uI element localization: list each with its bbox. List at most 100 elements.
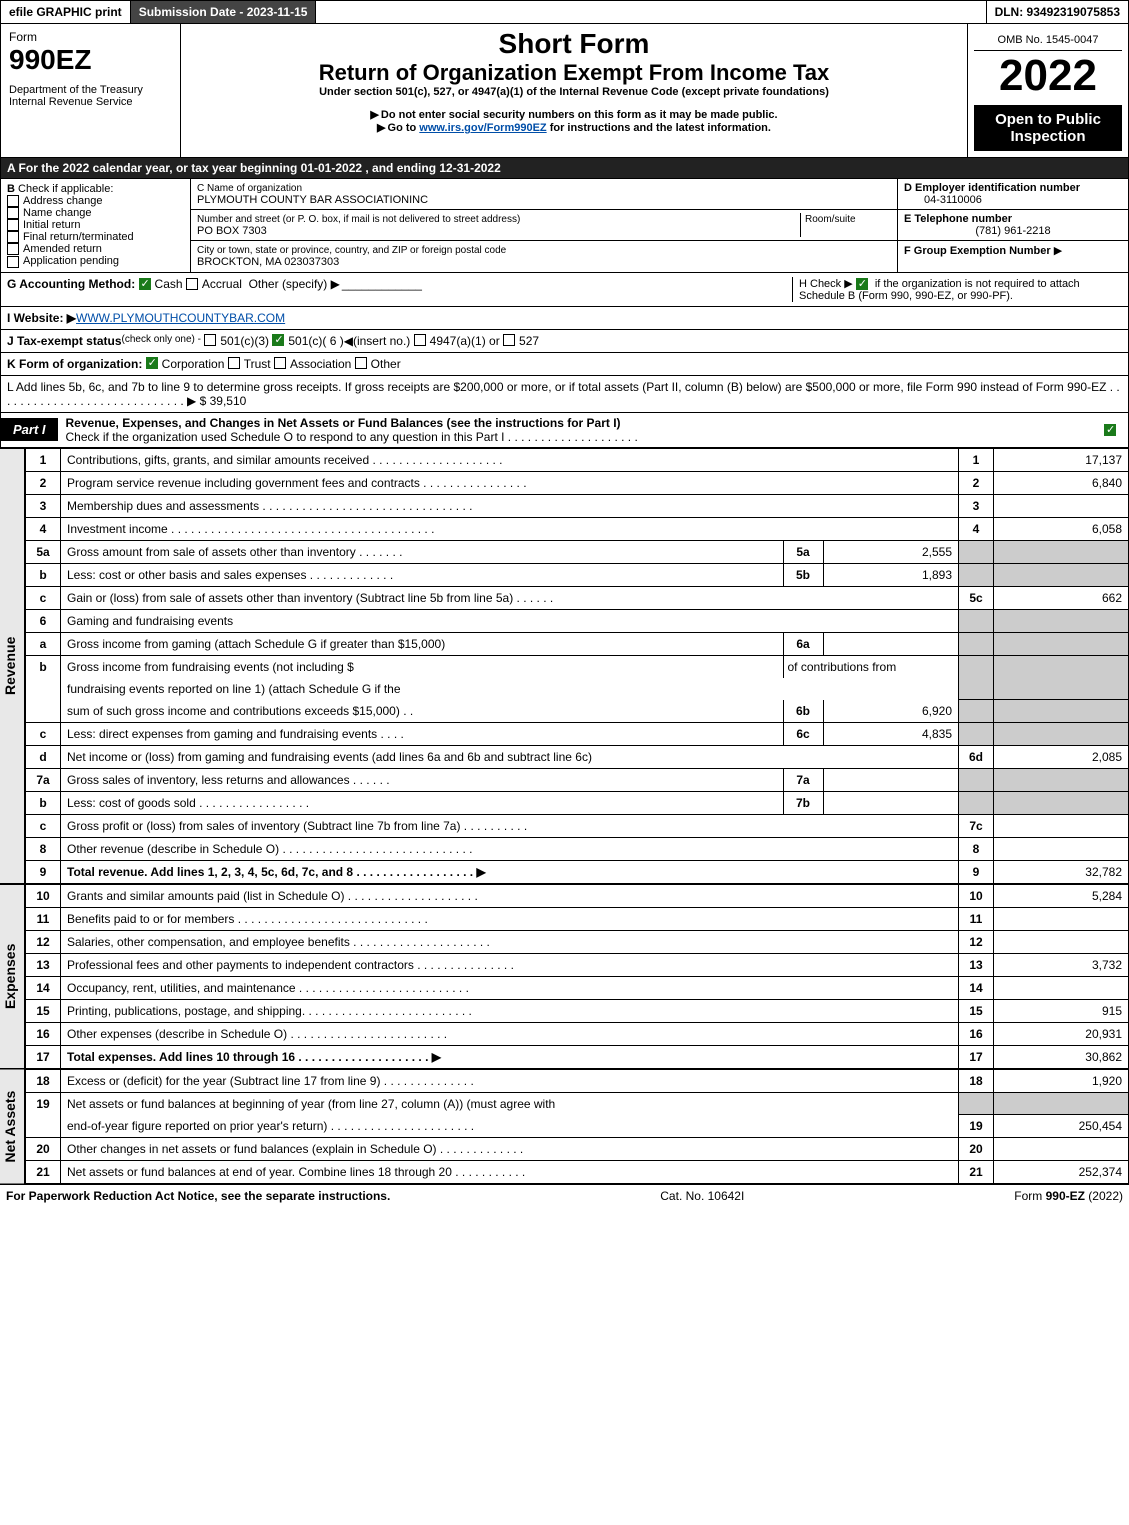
checkbox-final-return[interactable] (7, 231, 19, 243)
section-h-label: H Check ▶ (799, 278, 853, 290)
line-6b-value: 6,920 (823, 700, 958, 722)
checkbox-501c[interactable] (272, 334, 284, 346)
table-row: 2Program service revenue including gover… (26, 471, 1129, 494)
expenses-side-label: Expenses (0, 884, 25, 1069)
line-4-text: Investment income . . . . . . . . . . . … (61, 517, 959, 540)
line-19-text1: Net assets or fund balances at beginning… (61, 1092, 959, 1115)
table-row: 17Total expenses. Add lines 10 through 1… (26, 1045, 1129, 1068)
checkbox-corporation[interactable] (146, 357, 158, 369)
part-i-check-line: Check if the organization used Schedule … (66, 430, 638, 444)
line-21-text: Net assets or fund balances at end of ye… (61, 1161, 959, 1184)
checkbox-cash[interactable] (139, 278, 151, 290)
line-19-value: 250,454 (994, 1115, 1129, 1138)
checkbox-initial-return[interactable] (7, 219, 19, 231)
checkbox-association[interactable] (274, 357, 286, 369)
city-label: City or town, state or province, country… (197, 245, 506, 256)
line-5c-value: 662 (994, 586, 1129, 609)
checkbox-527[interactable] (503, 334, 515, 346)
street-label: Number and street (or P. O. box, if mail… (197, 214, 520, 225)
table-row: cGross profit or (loss) from sales of in… (26, 814, 1129, 837)
line-16-text: Other expenses (describe in Schedule O) … (61, 1022, 959, 1045)
table-row: 5aGross amount from sale of assets other… (26, 540, 1129, 563)
section-a-tax-year: A For the 2022 calendar year, or tax yea… (0, 158, 1129, 179)
table-row: 14Occupancy, rent, utilities, and mainte… (26, 976, 1129, 999)
irs-link[interactable]: www.irs.gov/Form990EZ (419, 122, 546, 134)
table-row: 13Professional fees and other payments t… (26, 953, 1129, 976)
dln-label: DLN: 93492319075853 (986, 1, 1128, 23)
line-14-text: Occupancy, rent, utilities, and maintena… (61, 976, 959, 999)
checkbox-address-change[interactable] (7, 195, 19, 207)
form-of-org-label: K Form of organization: (7, 357, 142, 371)
line-3-text: Membership dues and assessments . . . . … (61, 494, 959, 517)
checkbox-schedule-o[interactable] (1104, 424, 1116, 436)
table-row: b Gross income from fundraising events (… (26, 655, 1129, 678)
checkbox-other-org[interactable] (355, 357, 367, 369)
line-11-value (994, 907, 1129, 930)
line-9-value: 32,782 (994, 860, 1129, 883)
footer-paperwork-notice: For Paperwork Reduction Act Notice, see … (6, 1189, 390, 1203)
checkbox-application-pending[interactable] (7, 256, 19, 268)
return-title: Return of Organization Exempt From Incom… (185, 60, 963, 86)
line-20-text: Other changes in net assets or fund bala… (61, 1138, 959, 1161)
line-15-text: Printing, publications, postage, and shi… (61, 999, 959, 1022)
table-row: 6Gaming and fundraising events (26, 609, 1129, 632)
line-15-value: 915 (994, 999, 1129, 1022)
part-i-header: Part I Revenue, Expenses, and Changes in… (0, 413, 1129, 448)
netassets-table: 18Excess or (deficit) for the year (Subt… (25, 1069, 1129, 1185)
footer-cat-no: Cat. No. 10642I (660, 1189, 744, 1203)
table-row: 10Grants and similar amounts paid (list … (26, 884, 1129, 907)
short-form-title: Short Form (185, 28, 963, 60)
submission-date-label: Submission Date - 2023-11-15 (131, 1, 317, 23)
checkbox-501c3[interactable] (204, 334, 216, 346)
street-address: PO BOX 7303 (197, 225, 267, 237)
line-6a-value (823, 633, 958, 655)
line-4-value: 6,058 (994, 517, 1129, 540)
checkbox-amended-return[interactable] (7, 243, 19, 255)
sections-b-through-f: B Check if applicable: Address change Na… (0, 179, 1129, 273)
checkbox-name-change[interactable] (7, 207, 19, 219)
line-7b-text: Less: cost of goods sold . . . . . . . .… (61, 792, 783, 814)
table-row: 4Investment income . . . . . . . . . . .… (26, 517, 1129, 540)
table-row: 7aGross sales of inventory, less returns… (26, 768, 1129, 791)
line-8-value (994, 837, 1129, 860)
section-l: L Add lines 5b, 6c, and 7b to line 9 to … (0, 376, 1129, 413)
line-17-value: 30,862 (994, 1045, 1129, 1068)
part-i-label: Part I (1, 418, 58, 441)
table-row: 3Membership dues and assessments . . . .… (26, 494, 1129, 517)
telephone-value: (781) 961-2218 (904, 225, 1122, 237)
efile-print-label: efile GRAPHIC print (1, 1, 131, 23)
line-6b-text2: fundraising events reported on line 1) (… (61, 678, 959, 700)
line-5c-text: Gain or (loss) from sale of assets other… (61, 586, 959, 609)
line-1-text: Contributions, gifts, grants, and simila… (61, 448, 959, 471)
website-link[interactable]: WWW.PLYMOUTHCOUNTYBAR.COM (76, 311, 285, 325)
header-note-ssn: Do not enter social security numbers on … (185, 108, 963, 121)
line-16-value: 20,931 (994, 1022, 1129, 1045)
line-13-text: Professional fees and other payments to … (61, 953, 959, 976)
table-row: 19Net assets or fund balances at beginni… (26, 1092, 1129, 1115)
line-7b-value (823, 792, 958, 814)
topbar: efile GRAPHIC print Submission Date - 20… (0, 0, 1129, 24)
line-6d-text: Net income or (loss) from gaming and fun… (61, 745, 959, 768)
org-name-label: C Name of organization (197, 183, 302, 194)
checkbox-accrual[interactable] (186, 278, 198, 290)
tax-exempt-label: J Tax-exempt status (7, 334, 122, 348)
line-5a-text: Gross amount from sale of assets other t… (61, 541, 783, 563)
header-note-link: Go to www.irs.gov/Form990EZ for instruct… (185, 121, 963, 134)
line-21-value: 252,374 (994, 1161, 1129, 1184)
line-14-value (994, 976, 1129, 999)
checkbox-4947[interactable] (414, 334, 426, 346)
line-8-text: Other revenue (describe in Schedule O) .… (61, 837, 959, 860)
revenue-table: 1Contributions, gifts, grants, and simil… (25, 448, 1129, 884)
org-name: PLYMOUTH COUNTY BAR ASSOCIATIONINC (197, 194, 428, 206)
group-exemption-label: F Group Exemption Number (904, 245, 1051, 257)
line-12-value (994, 930, 1129, 953)
checkbox-schedule-b[interactable] (856, 278, 868, 290)
part-i-title: Revenue, Expenses, and Changes in Net As… (66, 416, 621, 430)
table-row: 11Benefits paid to or for members . . . … (26, 907, 1129, 930)
tax-year: 2022 (974, 51, 1122, 101)
checkbox-trust[interactable] (228, 357, 240, 369)
line-3-value (994, 494, 1129, 517)
line-9-text: Total revenue. Add lines 1, 2, 3, 4, 5c,… (61, 860, 959, 883)
line-6b-text1: Gross income from fundraising events (no… (67, 660, 354, 674)
line-6b-text3: sum of such gross income and contributio… (61, 700, 783, 722)
